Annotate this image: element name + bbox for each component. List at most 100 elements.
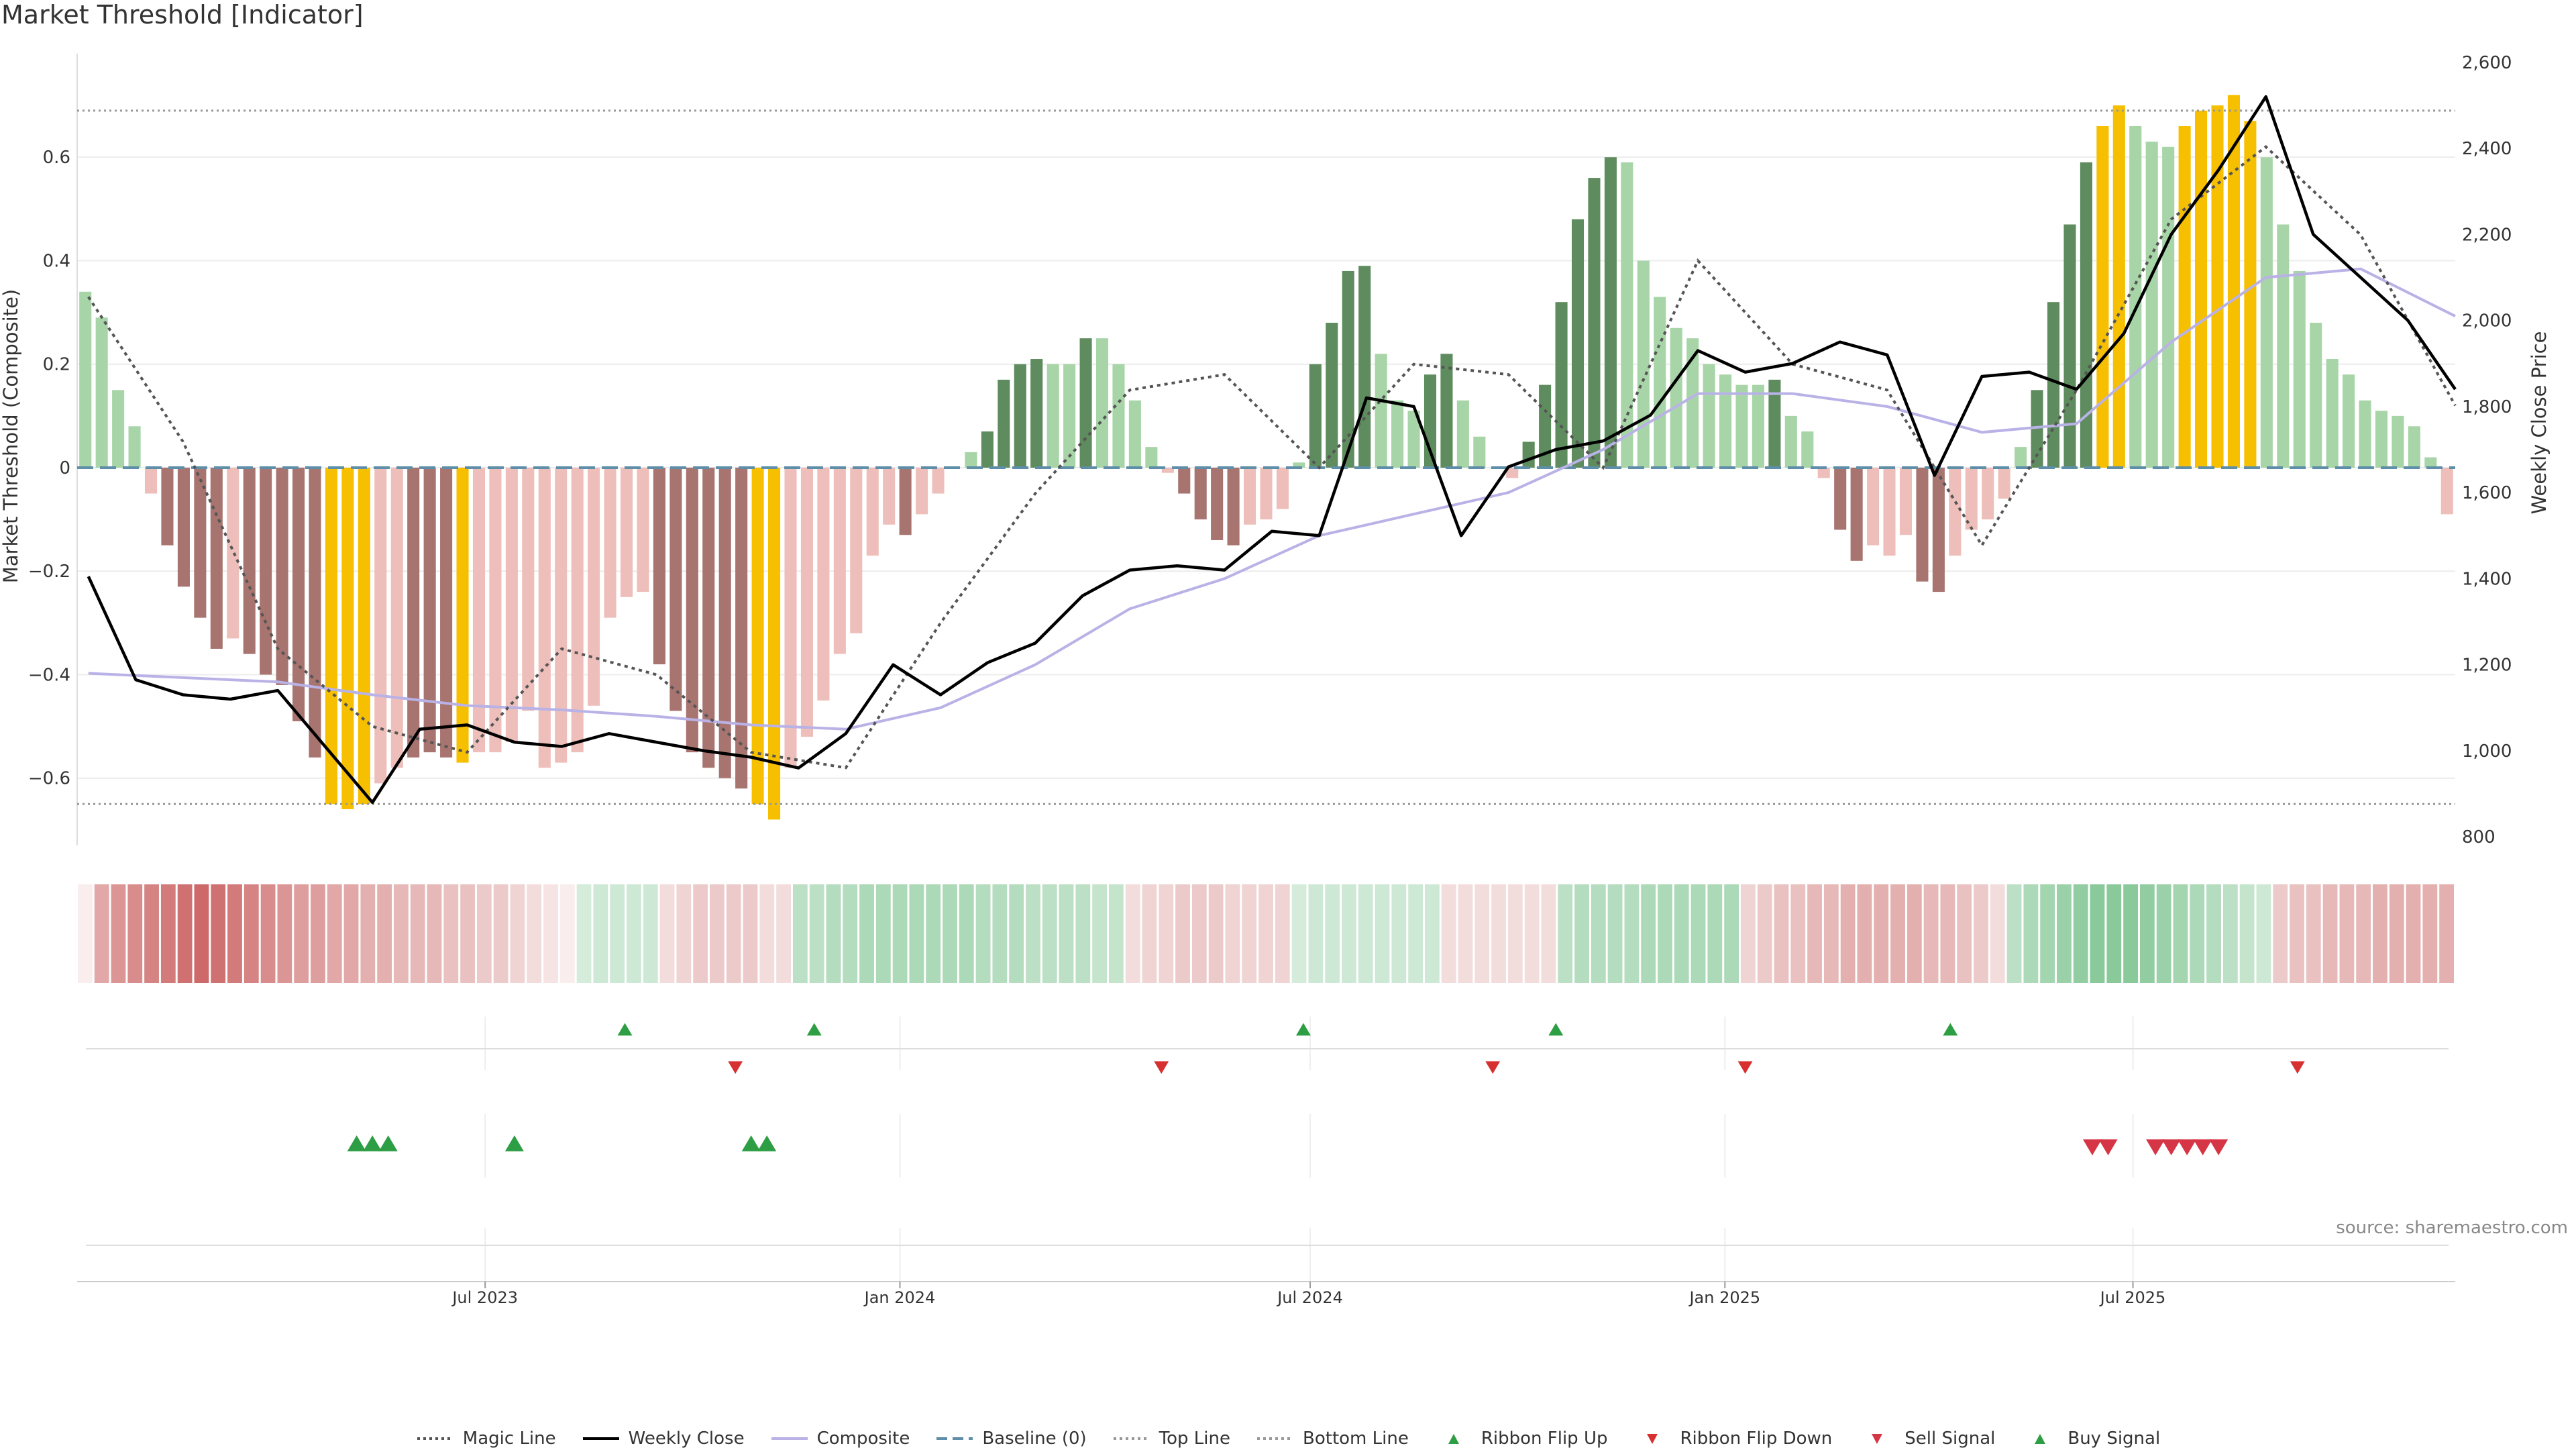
- composite-bar: [1752, 384, 1764, 468]
- ribbon-cell: [610, 884, 625, 983]
- ribbon-cell: [1491, 884, 1506, 983]
- composite-bar: [423, 467, 436, 753]
- ribbon-cell: [2173, 884, 2188, 983]
- ribbon-cell: [1358, 884, 1373, 983]
- composite-bar: [998, 379, 1010, 468]
- composite-bar: [522, 467, 535, 711]
- ribbon-cell: [1940, 884, 1955, 983]
- ribbon-cell: [759, 884, 775, 983]
- buy-signal-marker: [378, 1135, 398, 1151]
- ribbon-cell: [1840, 884, 1856, 983]
- composite-bar: [2424, 457, 2437, 468]
- composite-bar: [1834, 467, 1847, 530]
- composite-bar: [194, 467, 207, 618]
- sell-signal-marker: [2146, 1139, 2165, 1155]
- ribbon-cell: [1907, 884, 1922, 983]
- legend-item: Top Line: [1112, 1429, 1230, 1449]
- composite-bar: [1784, 415, 1797, 468]
- composite-bar: [637, 467, 649, 592]
- ribbon-cell: [1658, 884, 1672, 983]
- ribbon-cell: [843, 884, 858, 983]
- right-tick-label: 1,800: [2462, 397, 2512, 417]
- ribbon-cell: [2339, 884, 2355, 983]
- triangle-down-icon: [1647, 1434, 1658, 1444]
- legend-swatch: [1448, 1434, 1459, 1444]
- ribbon-flip-down-marker: [1737, 1061, 1753, 1074]
- composite-bar: [1899, 467, 1913, 535]
- legend-label: Ribbon Flip Down: [1680, 1429, 1833, 1449]
- composite-bar: [2063, 224, 2076, 468]
- composite-bar: [292, 467, 305, 721]
- composite-bar: [341, 467, 354, 810]
- composite-bar: [1604, 157, 1617, 468]
- sell-signal-marker: [2083, 1139, 2102, 1155]
- ribbon-cell: [1474, 884, 1490, 983]
- ribbon-flip-up-marker: [617, 1023, 633, 1036]
- x-tick-label: Jul 2023: [451, 1288, 518, 1307]
- ribbon-cell: [2439, 884, 2454, 983]
- composite-bar: [1735, 384, 1748, 468]
- composite-bar: [2112, 105, 2125, 468]
- ribbon-cell: [1059, 884, 1074, 983]
- composite-bar: [1145, 447, 1158, 468]
- ribbon-cell: [959, 884, 974, 983]
- composite-bar: [1375, 354, 1387, 468]
- legend-item: Baseline (0): [935, 1429, 1087, 1449]
- ribbon-cell: [1258, 884, 1273, 983]
- composite-bar: [177, 467, 190, 587]
- sell-signal-marker: [2178, 1139, 2197, 1155]
- ribbon-cell: [194, 884, 209, 983]
- composite-bar: [571, 467, 584, 753]
- right-tick-label: 2,000: [2462, 311, 2512, 331]
- composite-bar: [735, 467, 748, 789]
- composite-bar: [817, 467, 830, 701]
- ribbon-cell: [1225, 884, 1240, 983]
- composite-bar: [2408, 426, 2420, 468]
- composite-bar: [1621, 162, 1633, 468]
- composite-bar: [1571, 219, 1585, 468]
- composite-bar: [2096, 125, 2109, 468]
- left-tick-label: 0.4: [43, 251, 70, 271]
- ribbon-cell: [2273, 884, 2288, 983]
- composite-bar: [112, 390, 125, 468]
- ribbon-cell: [1990, 884, 2005, 983]
- composite-bar: [374, 467, 387, 784]
- x-tick-label: Jul 2025: [2099, 1288, 2166, 1307]
- ribbon-cell: [892, 884, 908, 983]
- ribbon-cell: [975, 884, 991, 983]
- legend-swatch: [1257, 1437, 1293, 1440]
- sell-signal-marker: [2098, 1139, 2118, 1155]
- composite-bar: [440, 467, 453, 758]
- ribbon-cell: [1175, 884, 1190, 983]
- composite-bar: [1768, 379, 1781, 468]
- ribbon-cell: [160, 884, 176, 983]
- composite-bar: [718, 467, 731, 778]
- ribbon-cell: [627, 884, 641, 983]
- composite-bar: [1588, 178, 1601, 468]
- ribbon-cell: [1707, 884, 1723, 983]
- left-tick-label: 0: [59, 458, 70, 478]
- composite-bar: [2227, 95, 2240, 468]
- legend-swatch: [2035, 1434, 2046, 1444]
- sell-signal-marker: [2209, 1139, 2229, 1155]
- ribbon-cell: [1757, 884, 1772, 983]
- composite-bar: [1342, 270, 1354, 468]
- x-tick-label: Jan 2024: [863, 1288, 936, 1307]
- right-tick-label: 1,000: [2462, 741, 2512, 762]
- ribbon-cell: [1741, 884, 1756, 983]
- ribbon-flip-up-marker: [1943, 1023, 1958, 1036]
- ribbon-cell: [443, 884, 459, 983]
- ribbon-cell: [377, 884, 392, 983]
- buy-signal-marker: [347, 1135, 366, 1151]
- left-tick-label: −0.4: [28, 665, 70, 685]
- ribbon-cell: [1408, 884, 1424, 983]
- buy-signal-marker: [504, 1135, 524, 1151]
- ribbon-cell: [875, 884, 891, 983]
- ribbon-cell: [311, 884, 325, 983]
- composite-bar: [1293, 462, 1305, 468]
- composite-bar: [1161, 467, 1174, 473]
- legend-item: Buy Signal: [2021, 1429, 2160, 1449]
- left-tick-label: 0.6: [43, 148, 70, 168]
- composite-bar: [588, 467, 600, 706]
- composite-bar: [1326, 323, 1338, 468]
